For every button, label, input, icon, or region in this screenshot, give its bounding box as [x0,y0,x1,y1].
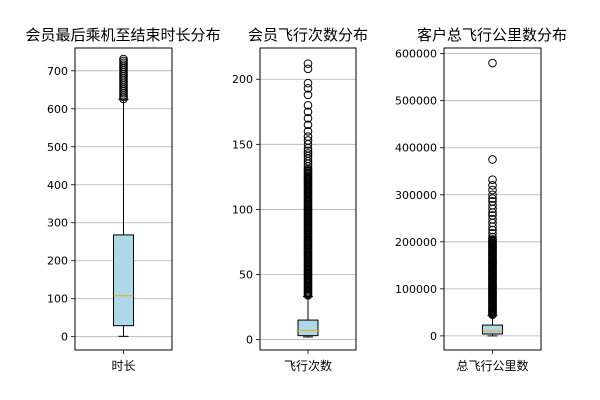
outlier-point [303,149,313,158]
x-tick-label: 时长 [111,359,135,373]
chart-title: 会员飞行次数分布 [248,26,368,44]
outlier-point [488,197,497,206]
y-tick-label: 100 [47,293,68,306]
x-tick-label: 飞行次数 [284,358,332,373]
y-tick-label: 300 [47,217,68,230]
box [482,324,503,335]
outlier-point [488,225,497,235]
outlier-point [303,90,313,100]
outlier-point [488,190,497,200]
outlier-point [488,229,497,238]
y-tick-label: 600 [47,103,68,116]
y-tick-label: 400 [47,179,68,192]
y-tick-label: 150 [232,138,253,151]
outlier-point [488,200,497,210]
outlier-point [303,59,313,68]
box [113,234,134,327]
y-tick-label: 600000 [395,48,437,61]
chart-title: 客户总飞行公里数分布 [417,26,567,44]
outlier-point [303,113,313,123]
y-tick-label: 200000 [395,236,437,249]
outlier-point [488,235,497,244]
outlier-point [488,232,497,242]
y-tick-label: 200 [47,255,68,268]
outlier-point [303,84,313,93]
y-tick-label: 100000 [395,283,437,296]
y-tick-label: 400000 [395,142,437,155]
y-tick-label: 300000 [395,189,437,202]
outlier-point [488,185,497,195]
outlier-point [303,100,313,110]
outlier-point [303,78,313,88]
y-tick-label: 0 [61,331,68,344]
y-tick-label: 100 [232,203,253,216]
outlier-point [303,127,313,136]
outlier-point [488,181,497,190]
x-tick-label: 总飞行公里数 [456,358,528,373]
y-tick-label: 700 [47,65,68,78]
box [297,319,319,337]
y-tick-label: 500000 [395,95,437,108]
outlier-point [488,214,497,224]
outlier-point [119,54,128,64]
y-tick-label: 200 [232,73,253,86]
outlier-point [303,64,313,74]
outlier-point [303,132,313,141]
y-tick-label: 50 [239,269,253,282]
outlier-point [488,194,497,203]
outlier-point [488,58,497,68]
chart-title: 会员最后乘机至结束时长分布 [25,26,220,44]
chart-duration-since-last-flight: 0 100 200 300 400 500 600 700 时长 会员最后乘机至结束时长分布 [25,26,220,373]
y-tick-label: 500 [47,141,68,154]
outlier-point [303,120,313,130]
y-tick-label: 0 [246,334,253,347]
outlier-point [488,211,497,220]
chart-total-flight-km: 0 100000 200000 300000 400000 500000 600000 总飞行… [395,26,567,373]
outlier-point [303,136,313,145]
outlier-point [303,146,313,156]
y-tick-label: 0 [430,330,437,343]
outlier-point [303,107,313,117]
outlier-point [488,155,497,164]
chart-flight-count: 0 50 100 150 200 飞行次数 会员飞行次数分布 [232,26,368,373]
outlier-point [488,175,497,185]
